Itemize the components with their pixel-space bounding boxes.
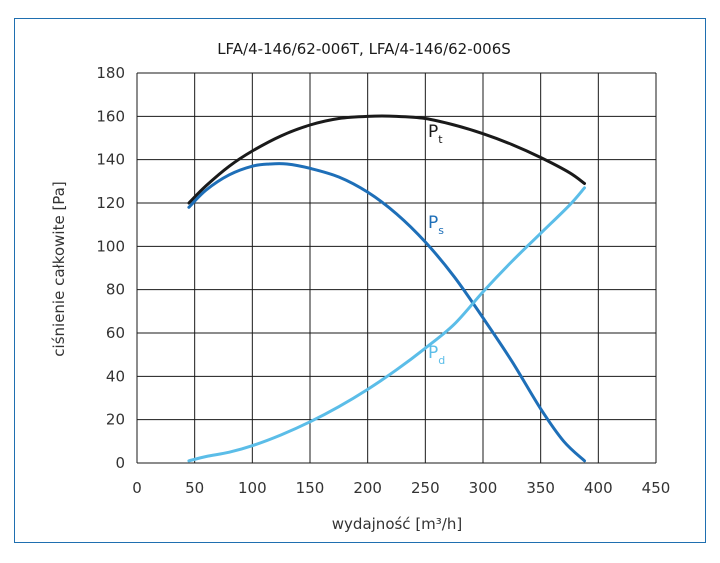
y-tick-label: 140: [96, 151, 125, 169]
x-tick-labels: 0 50 100 150 200 250 300 350 400 450: [132, 479, 670, 497]
series-label-pd: Pd: [428, 343, 445, 367]
series-label-ps: Ps: [428, 213, 444, 237]
x-tick-label: 100: [238, 479, 267, 497]
y-tick-label: 60: [106, 324, 125, 342]
x-tick-label: 200: [353, 479, 382, 497]
y-tick-label: 160: [96, 107, 125, 125]
y-tick-labels: 0 20 40 60 80 100 120 140 160 180: [96, 64, 125, 472]
x-tick-label: 150: [296, 479, 325, 497]
x-tick-label: 50: [185, 479, 204, 497]
x-tick-label: 250: [411, 479, 440, 497]
chart-title: LFA/4-146/62-006T, LFA/4-146/62-006S: [217, 40, 511, 58]
x-tick-label: 0: [132, 479, 142, 497]
y-tick-label: 120: [96, 194, 125, 212]
series-line-ps: [187, 162, 586, 463]
x-tick-label: 400: [584, 479, 613, 497]
x-tick-label: 350: [526, 479, 555, 497]
x-tick-label: 300: [469, 479, 498, 497]
y-tick-label: 100: [96, 237, 125, 255]
series-line-pt: [187, 114, 586, 205]
y-tick-label: 0: [115, 454, 125, 472]
chart-frame: [14, 18, 706, 543]
y-tick-label: 180: [96, 64, 125, 82]
y-tick-label: 40: [106, 367, 125, 385]
curve-labels: Pt Ps Pd: [428, 122, 445, 367]
y-axis-label: ciśnienie całkowite [Pa]: [50, 181, 68, 356]
curves: [187, 114, 586, 463]
y-tick-label: 80: [106, 281, 125, 299]
series-line-pd: [187, 186, 586, 463]
x-axis-label: wydajność [m³/h]: [332, 515, 462, 533]
series-label-pt: Pt: [428, 122, 443, 146]
y-tick-label: 20: [106, 411, 125, 429]
grid: [136, 72, 657, 464]
x-tick-label: 450: [642, 479, 671, 497]
